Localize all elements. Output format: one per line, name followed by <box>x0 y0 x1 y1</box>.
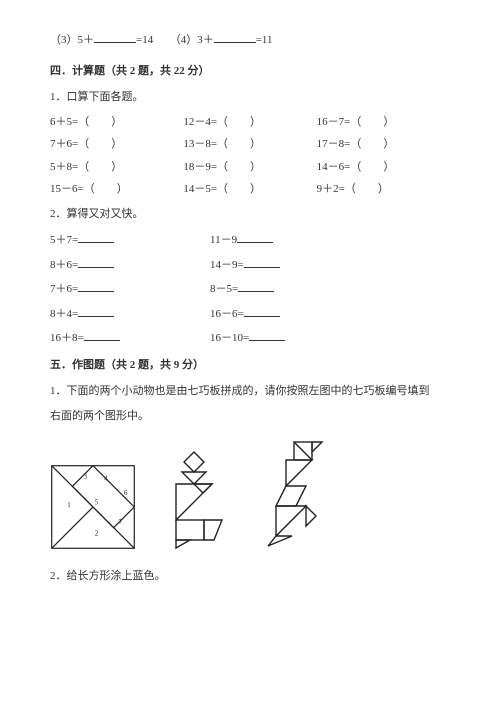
tangram-square-icon: 1 2 3 4 5 6 7 <box>50 464 136 550</box>
q3-blank[interactable] <box>94 30 136 43</box>
pair-right: 11－9 <box>210 234 237 246</box>
answer-blank[interactable] <box>78 255 114 268</box>
sec4-q1-title: 1．口算下面各题。 <box>50 89 450 106</box>
pair-right: 14－9= <box>210 259 244 271</box>
tangram-label: 5 <box>95 499 99 506</box>
calc-cell: 7＋6=（ ） <box>50 136 183 153</box>
pair-row: 16＋8= 16－10= <box>50 328 450 347</box>
sec5-q1-line1: 1．下面的两个小动物也是由七巧板拼成的，请你按照左图中的七巧板编号填到 <box>50 383 450 400</box>
pair-row: 7＋6= 8－5= <box>50 279 450 298</box>
pair-right: 16－6= <box>210 308 244 320</box>
sec5-q2: 2．给长方形涂上蓝色。 <box>50 568 450 585</box>
calc-cell: 14－6=（ ） <box>317 159 450 176</box>
sec5-q1-line2: 右面的两个图形中。 <box>50 408 450 425</box>
pair-left: 16＋8= <box>50 332 84 344</box>
pair-row: 8＋6= 14－9= <box>50 255 450 274</box>
q4-prefix: （4）3＋ <box>170 34 214 46</box>
q3-prefix: （3）5＋ <box>50 34 94 46</box>
calc-cell: 14－5=（ ） <box>183 181 316 198</box>
q4-tail: =11 <box>256 34 273 46</box>
calc-cell: 18－9=（ ） <box>183 159 316 176</box>
calc-cell: 17－8=（ ） <box>317 136 450 153</box>
answer-blank[interactable] <box>78 304 114 317</box>
answer-blank[interactable] <box>244 304 280 317</box>
answer-blank[interactable] <box>84 328 120 341</box>
calc-row: 7＋6=（ ） 13－8=（ ） 17－8=（ ） <box>50 136 450 153</box>
q4-blank[interactable] <box>214 30 256 43</box>
tangram-label: 2 <box>95 530 99 537</box>
calc-cell: 6＋5=（ ） <box>50 114 183 131</box>
answer-blank[interactable] <box>244 255 280 268</box>
pair-left: 8＋4= <box>50 308 78 320</box>
section-4-heading: 四．计算题（共 2 题，共 22 分） <box>50 63 450 80</box>
pair-row: 8＋4= 16－6= <box>50 304 450 323</box>
tangram-label: 1 <box>67 502 71 509</box>
calc-row: 5＋8=（ ） 18－9=（ ） 14－6=（ ） <box>50 159 450 176</box>
tangram-label: 6 <box>124 490 128 497</box>
answer-blank[interactable] <box>249 328 285 341</box>
question-3-4-row: （3）5＋ =14 （4）3＋ =11 <box>50 30 450 49</box>
pair-right: 16－10= <box>210 332 249 344</box>
animal-figure-1-icon <box>164 450 234 550</box>
answer-blank[interactable] <box>238 279 274 292</box>
pair-left: 8＋6= <box>50 259 78 271</box>
tangram-label: 3 <box>84 474 88 481</box>
calc-cell: 16－7=（ ） <box>317 114 450 131</box>
calc-cell: 5＋8=（ ） <box>50 159 183 176</box>
pair-row: 5＋7= 11－9 <box>50 230 450 249</box>
answer-blank[interactable] <box>78 279 114 292</box>
answer-blank[interactable] <box>237 230 273 243</box>
tangram-label: 7 <box>119 519 123 526</box>
pair-left: 5＋7= <box>50 234 78 246</box>
pair-left: 7＋6= <box>50 283 78 295</box>
pair-right: 8－5= <box>210 283 238 295</box>
tangram-label: 4 <box>104 475 108 482</box>
calc-cell: 12－4=（ ） <box>183 114 316 131</box>
sec4-q2-title: 2．算得又对又快。 <box>50 206 450 223</box>
calc-cell: 15－6=（ ） <box>50 181 183 198</box>
q3-tail: =14 <box>136 34 153 46</box>
section-5-heading: 五．作图题（共 2 题，共 9 分） <box>50 357 450 374</box>
answer-blank[interactable] <box>78 230 114 243</box>
animal-figure-2-icon <box>262 440 332 550</box>
calc-cell: 13－8=（ ） <box>183 136 316 153</box>
calc-cell: 9＋2=（ ） <box>317 181 450 198</box>
calc-row: 6＋5=（ ） 12－4=（ ） 16－7=（ ） <box>50 114 450 131</box>
figures-row: 1 2 3 4 5 6 7 <box>50 440 450 550</box>
calc-row: 15－6=（ ） 14－5=（ ） 9＋2=（ ） <box>50 181 450 198</box>
